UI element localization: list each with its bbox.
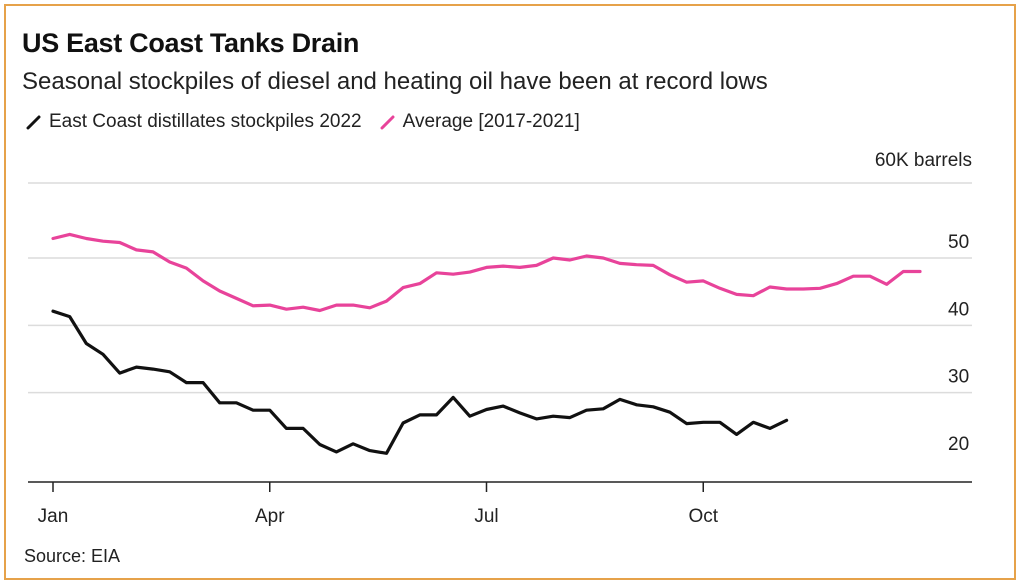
legend-swatch-average [380,115,395,129]
x-tick-label-jan: Jan [38,506,69,527]
series-layer [51,232,922,455]
x-tick-label-jul: Jul [474,506,498,527]
grid-layer [28,182,972,492]
x-tick-label-oct: Oct [688,506,718,527]
chart-title: US East Coast Tanks Drain [22,28,360,58]
chart-frame [4,4,1016,580]
x-tick-label-apr: Apr [255,506,285,527]
legend-label-2022: East Coast distillates stockpiles 2022 [49,111,362,132]
legend-label-average: Average [2017-2021] [402,111,580,132]
y-tick-label-30: 30 [948,367,969,388]
chart-subtitle: Seasonal stockpiles of diesel and heatin… [22,68,768,95]
series-line-average [51,232,922,313]
y-axis-unit-label: 60K barrels [875,150,972,171]
series-line-2022 [51,309,789,455]
y-tick-label-20: 20 [948,434,969,455]
legend-item-average: Average [2017-2021] [380,111,580,133]
y-tick-label-50: 50 [948,232,969,253]
legend-item-2022: East Coast distillates stockpiles 2022 [26,111,362,133]
legend-swatch-2022 [26,115,41,129]
source-note: Source: EIA [24,546,121,566]
chart-legend: East Coast distillates stockpiles 2022 A… [26,111,598,133]
y-tick-label-40: 40 [948,299,969,320]
label-layer: 60K barrels 20 30 40 50 Jan Apr Jul Oct [38,150,972,527]
